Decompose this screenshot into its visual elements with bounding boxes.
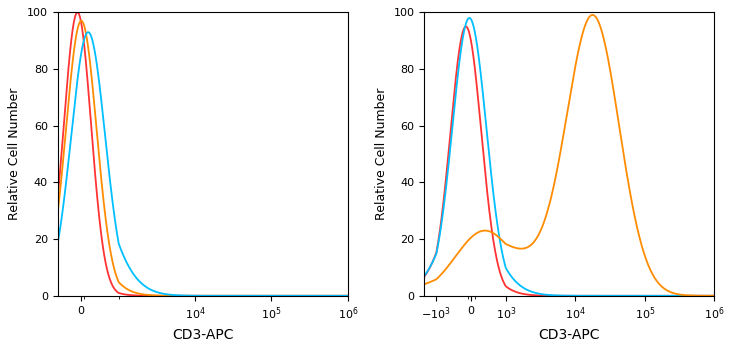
X-axis label: CD3-APC: CD3-APC (172, 328, 234, 342)
Y-axis label: Relative Cell Number: Relative Cell Number (375, 88, 388, 220)
X-axis label: CD3-APC: CD3-APC (539, 328, 600, 342)
Y-axis label: Relative Cell Number: Relative Cell Number (8, 88, 21, 220)
